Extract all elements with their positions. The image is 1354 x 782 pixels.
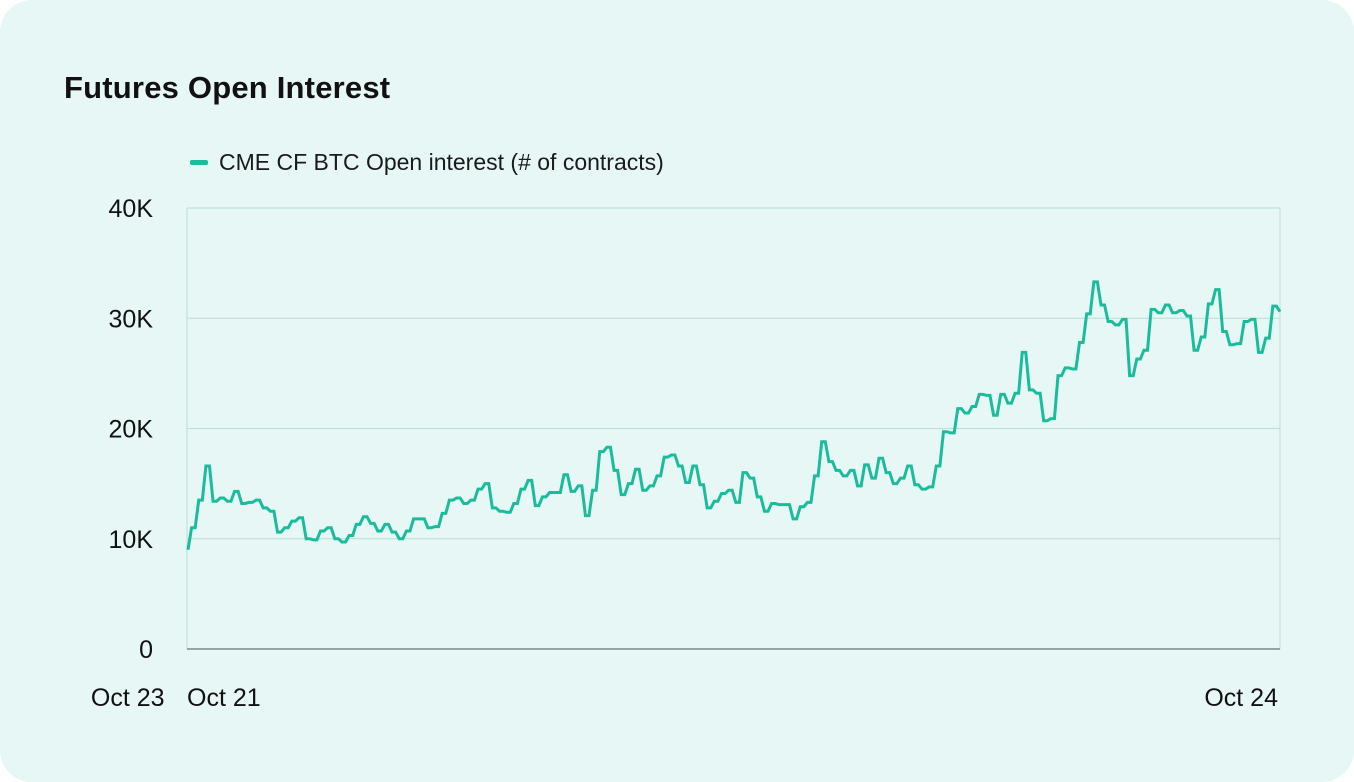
y-tick-label: 10K bbox=[109, 526, 154, 554]
x-tick-label: Oct 23 bbox=[91, 684, 165, 712]
series-line-open-interest bbox=[186, 280, 1282, 551]
legend-label: CME CF BTC Open interest (# of contracts… bbox=[219, 148, 664, 175]
x-tick-label: Oct 24 bbox=[1204, 684, 1278, 712]
y-tick-label: 30K bbox=[109, 305, 154, 333]
x-tick-label: Oct 21 bbox=[187, 684, 261, 712]
chart-legend[interactable]: CME CF BTC Open interest (# of contracts… bbox=[190, 147, 664, 177]
legend-swatch bbox=[190, 159, 208, 165]
y-tick-label: 20K bbox=[109, 416, 154, 444]
y-tick-label: 0 bbox=[139, 636, 153, 664]
chart-title: Futures Open Interest bbox=[64, 70, 391, 105]
y-tick-label: 40K bbox=[109, 195, 154, 223]
